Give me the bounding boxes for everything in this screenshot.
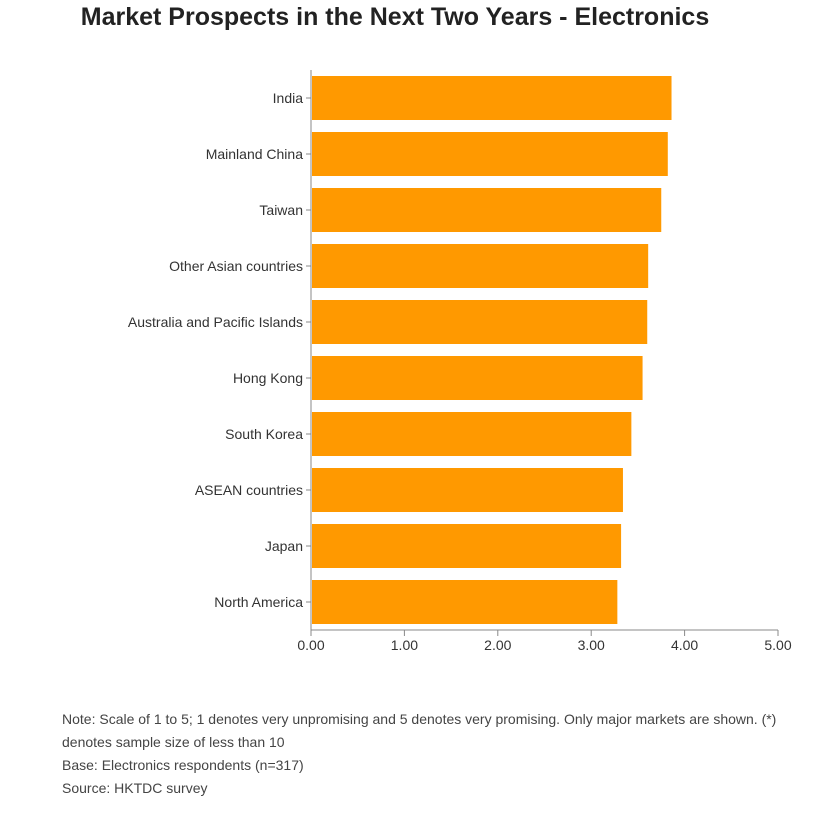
- bar: [312, 132, 668, 176]
- y-tick-label: North America: [214, 594, 303, 610]
- chart-title: Market Prospects in the Next Two Years -…: [80, 3, 710, 31]
- base-text: Base: Electronics respondents (n=317): [62, 757, 304, 773]
- y-tick-label: Japan: [265, 538, 303, 554]
- bar: [312, 468, 623, 512]
- x-tick-label: 2.00: [484, 637, 511, 653]
- y-tick-label: Australia and Pacific Islands: [128, 314, 303, 330]
- bar: [312, 300, 648, 344]
- bar-chart: India Mainland China Taiwan Other Asian cou…: [128, 70, 792, 653]
- y-tick-label: Other Asian countries: [169, 258, 303, 274]
- x-tick-label: 1.00: [391, 637, 418, 653]
- y-tick-label: Mainland China: [206, 146, 303, 162]
- bar: [312, 76, 672, 120]
- x-tick-label: 0.00: [297, 637, 324, 653]
- x-tick-label: 5.00: [764, 637, 791, 653]
- chart-notes: Note: Scale of 1 to 5; 1 denotes very un…: [62, 708, 782, 800]
- bars-group: [312, 76, 672, 624]
- bar: [312, 524, 622, 568]
- source-text: Source: HKTDC survey: [62, 780, 208, 796]
- x-axis: 0.00 1.00 2.00 3.00 4.00 5.00: [297, 629, 792, 653]
- y-tick-label: Hong Kong: [233, 370, 303, 386]
- y-tick-label: South Korea: [225, 426, 303, 442]
- note-text: Note: Scale of 1 to 5; 1 denotes very un…: [62, 711, 777, 750]
- bar: [312, 412, 632, 456]
- bar: [312, 188, 662, 232]
- y-tick-label: Taiwan: [259, 202, 303, 218]
- x-tick-label: 3.00: [578, 637, 605, 653]
- bar: [312, 244, 649, 288]
- bar: [312, 580, 618, 624]
- x-tick-label: 4.00: [671, 637, 698, 653]
- y-axis: India Mainland China Taiwan Other Asian cou…: [128, 70, 312, 630]
- bar: [312, 356, 643, 400]
- y-tick-label: India: [273, 90, 304, 106]
- y-tick-label: ASEAN countries: [195, 482, 303, 498]
